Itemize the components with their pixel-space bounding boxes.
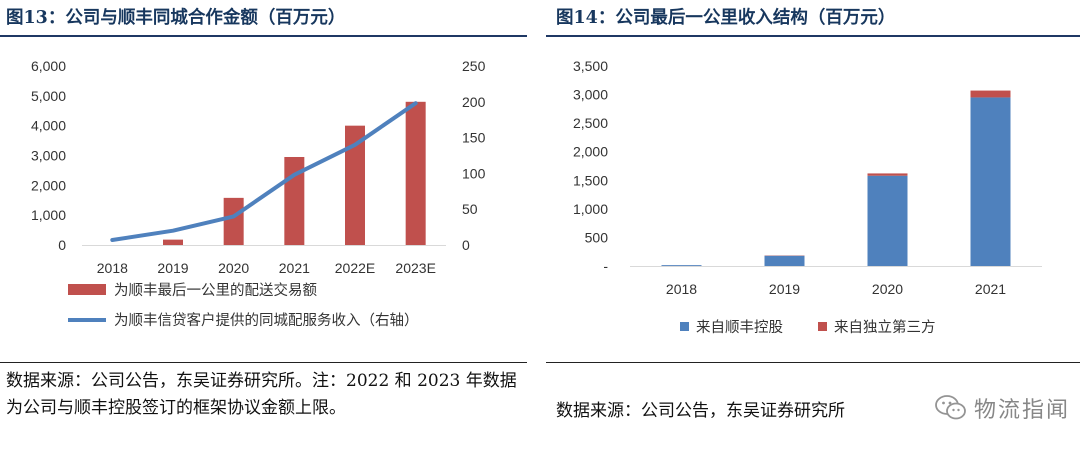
legend-swatch-sf [680, 322, 689, 331]
watermark-text: 物流指闻 [973, 398, 1070, 423]
right-title-rule [546, 35, 1080, 37]
right-source-note: 数据来源：公司公告，东吴证券研究所 [556, 401, 845, 421]
bar-2018-series-0 [661, 265, 702, 266]
y-axis-tick-label: - [603, 258, 608, 274]
legend-swatch-third-party [818, 322, 827, 331]
y2-axis-tick-label: 0 [462, 237, 470, 253]
bar-2021-series-1 [970, 90, 1011, 98]
x-axis-tick-label: 2022E [335, 260, 375, 276]
x-axis-tick-label: 2018 [666, 281, 697, 297]
y2-axis-tick-label: 150 [462, 130, 486, 146]
wechat-icon [935, 395, 966, 420]
x-axis-tick-label: 2020 [872, 281, 903, 297]
bar-2020 [223, 197, 244, 245]
y-axis-tick-label: 4,000 [31, 118, 66, 134]
bar-2020-series-0 [867, 175, 908, 266]
legend-swatch-bar [68, 284, 106, 295]
bar-2021-series-0 [970, 97, 1011, 266]
left-figure: 图13：公司与顺丰同城合作金额（百万元） 6,000 5,000 4,000 3,00… [0, 0, 527, 459]
watermark: 物流指闻 [934, 392, 1070, 424]
x-axis-tick-label: 2019 [769, 281, 800, 297]
y-axis-tick-label: 2,500 [573, 115, 608, 131]
y-axis-tick-label: 0 [58, 237, 66, 253]
bar-2022E [345, 125, 365, 245]
y-axis-tick-label: 3,500 [573, 58, 608, 74]
line-series-service-revenue [110, 101, 418, 242]
legend-label-third-party: 来自独立第三方 [834, 318, 936, 336]
x-axis-tick-label: 2023E [395, 260, 435, 276]
legend-label-line: 为顺丰信贷客户提供的同城配服务收入（右轴） [114, 312, 419, 329]
y-axis-tick-label: 1,000 [573, 201, 608, 217]
y-axis-tick-label: 2,000 [573, 144, 608, 160]
bar-2023E [405, 101, 426, 245]
y-axis-tick-label: 1,000 [31, 207, 66, 223]
y-axis-tick-label: 3,000 [573, 87, 608, 103]
x-axis-tick-label: 2019 [157, 260, 188, 276]
x-axis-tick-label: 2018 [97, 260, 128, 276]
right-figure: 图14：公司最后一公里收入结构（百万元） 3,500 3,000 2,500 2,00… [546, 0, 1080, 459]
bar-2019 [163, 239, 183, 245]
bar-2019-series-0 [764, 255, 805, 266]
y-axis-tick-label: 2,000 [31, 177, 66, 193]
right-chart: 3,500 3,000 2,500 2,000 1,500 1,000 500 - 2018 20… [573, 58, 1042, 336]
y-axis-tick-label: 5,000 [31, 88, 66, 104]
y2-axis-tick-label: 250 [462, 58, 486, 74]
legend-label-sf: 来自顺丰控股 [696, 319, 783, 336]
x-axis-tick-label: 2021 [279, 260, 310, 276]
left-chart: 6,000 5,000 4,000 3,000 2,000 1,000 0 250 200 150… [31, 58, 486, 329]
right-figure-title: 图14：公司最后一公里收入结构（百万元） [556, 8, 896, 28]
y-axis-tick-label: 500 [585, 229, 609, 245]
bar-2020-series-1 [867, 173, 908, 176]
y-axis-tick-label: 1,500 [573, 172, 608, 188]
right-note-rule [546, 362, 1080, 363]
x-axis-tick-label: 2020 [218, 260, 249, 276]
y2-axis-tick-label: 100 [462, 165, 486, 181]
left-note-rule [0, 362, 527, 363]
left-figure-title: 图13：公司与顺丰同城合作金额（百万元） [6, 8, 346, 28]
y2-axis-tick-label: 200 [462, 94, 486, 110]
left-title-rule [0, 35, 527, 37]
y2-axis-tick-label: 50 [462, 201, 478, 217]
y-axis-tick-label: 3,000 [31, 148, 66, 164]
x-axis-tick-label: 2021 [975, 281, 1006, 297]
legend-label-bar: 为顺丰最后一公里的配送交易额 [114, 281, 317, 299]
y-axis-tick-label: 6,000 [31, 58, 66, 74]
left-source-note: 数据来源：公司公告，东吴证券研究所。注：2022 和 2023 年数据为公司与顺… [6, 371, 517, 418]
